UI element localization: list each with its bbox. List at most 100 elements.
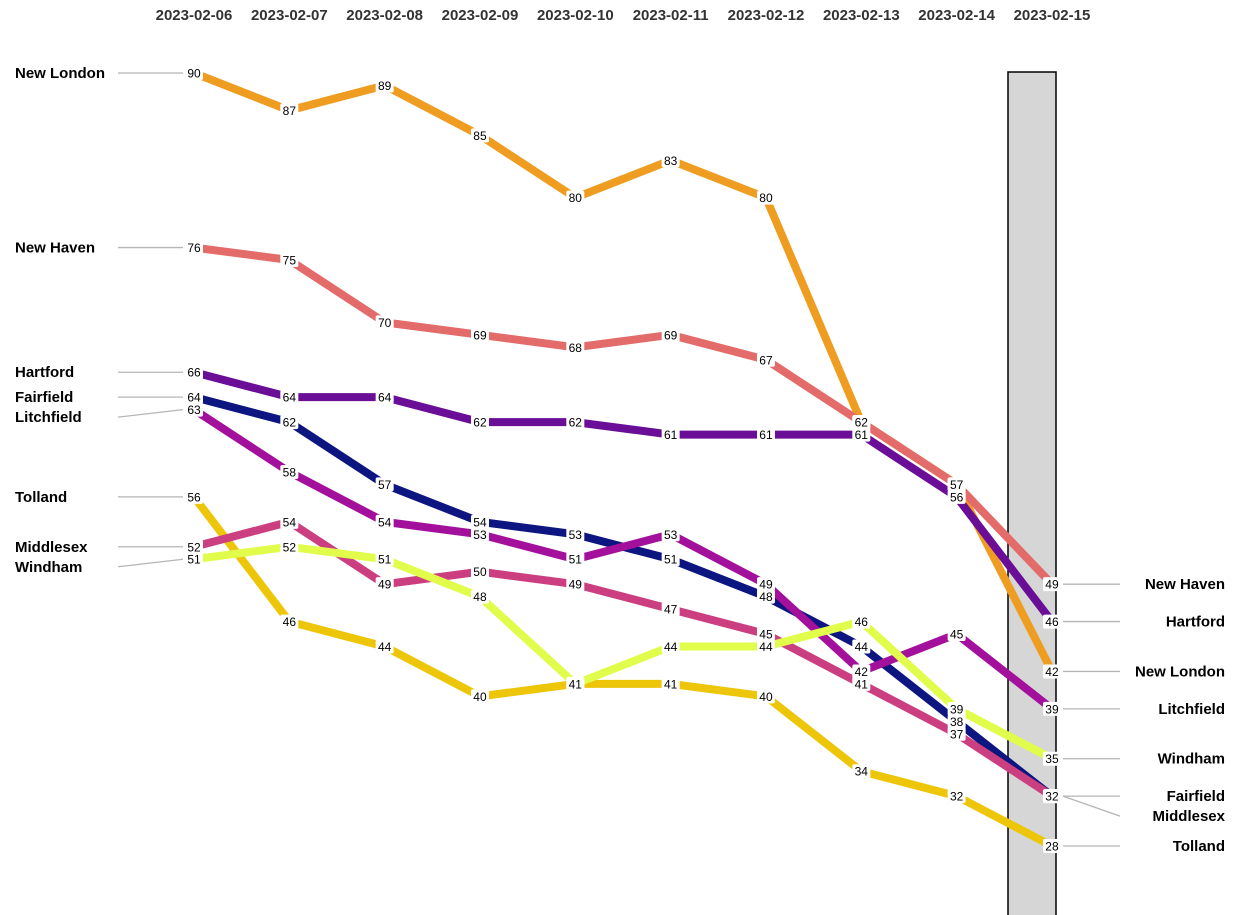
value-label-tolland-6: 40 bbox=[756, 689, 775, 704]
svg-text:44: 44 bbox=[378, 640, 392, 654]
value-label-litchfield-5: 53 bbox=[661, 527, 680, 542]
value-label-litchfield-8: 45 bbox=[947, 627, 966, 642]
svg-text:68: 68 bbox=[569, 341, 583, 355]
value-label-middlesex-9: 32 bbox=[1042, 789, 1061, 804]
svg-text:61: 61 bbox=[664, 428, 678, 442]
series-line-litchfield bbox=[191, 406, 1055, 713]
value-label-new-haven-0: 76 bbox=[185, 240, 203, 255]
value-label-litchfield-9: 39 bbox=[1042, 701, 1061, 716]
highlight-band bbox=[1007, 71, 1057, 915]
svg-text:40: 40 bbox=[759, 690, 773, 704]
svg-text:87: 87 bbox=[283, 104, 297, 118]
value-label-hartford-4: 62 bbox=[566, 415, 585, 430]
svg-text:63: 63 bbox=[187, 403, 201, 417]
svg-text:80: 80 bbox=[569, 191, 583, 205]
svg-text:64: 64 bbox=[283, 391, 297, 405]
svg-text:50: 50 bbox=[473, 565, 487, 579]
value-label-tolland-7: 34 bbox=[852, 764, 871, 779]
svg-text:64: 64 bbox=[187, 391, 201, 405]
svg-text:42: 42 bbox=[1045, 665, 1059, 679]
value-label-hartford-6: 61 bbox=[756, 427, 775, 442]
svg-text:58: 58 bbox=[283, 465, 297, 479]
value-label-fairfield-8: 38 bbox=[947, 714, 966, 729]
value-label-new-london-0: 90 bbox=[185, 66, 203, 81]
svg-text:51: 51 bbox=[664, 553, 678, 567]
svg-text:83: 83 bbox=[664, 154, 678, 168]
svg-text:89: 89 bbox=[378, 79, 392, 93]
svg-text:48: 48 bbox=[759, 590, 773, 604]
svg-text:67: 67 bbox=[759, 353, 773, 367]
series-label-right-new-london: New London bbox=[1135, 663, 1225, 680]
value-label-middlesex-2: 49 bbox=[375, 577, 394, 592]
svg-text:53: 53 bbox=[664, 528, 678, 542]
series-label-right-middlesex: Middlesex bbox=[1152, 808, 1225, 825]
value-label-litchfield-7: 42 bbox=[852, 664, 871, 679]
value-label-new-london-9: 42 bbox=[1042, 664, 1061, 679]
value-labels: 90 87 89 85 80 83 80 62 57 42 76 75 70 69 68 69 67 62 57 49… bbox=[185, 66, 1061, 854]
date-label-2023-02-08: 2023-02-08 bbox=[346, 7, 423, 24]
svg-text:49: 49 bbox=[378, 578, 392, 592]
svg-text:41: 41 bbox=[569, 677, 583, 691]
value-label-fairfield-7: 44 bbox=[852, 639, 871, 654]
svg-text:46: 46 bbox=[855, 615, 869, 629]
value-label-new-london-6: 80 bbox=[756, 190, 775, 205]
value-label-litchfield-6: 49 bbox=[756, 577, 775, 592]
value-label-fairfield-6: 48 bbox=[756, 589, 775, 604]
value-label-hartford-1: 64 bbox=[280, 390, 299, 405]
svg-text:45: 45 bbox=[759, 628, 773, 642]
value-label-middlesex-6: 45 bbox=[756, 627, 775, 642]
value-label-hartford-7: 61 bbox=[852, 427, 871, 442]
svg-text:75: 75 bbox=[283, 254, 297, 268]
svg-text:62: 62 bbox=[569, 416, 583, 430]
series-line-new-haven bbox=[193, 243, 1055, 587]
svg-text:32: 32 bbox=[1045, 790, 1059, 804]
svg-text:54: 54 bbox=[283, 515, 297, 529]
value-label-fairfield-3: 54 bbox=[470, 514, 489, 529]
svg-text:49: 49 bbox=[759, 578, 773, 592]
value-label-litchfield-3: 53 bbox=[470, 527, 489, 542]
value-label-new-london-1: 87 bbox=[280, 103, 299, 118]
series-label-left-fairfield: Fairfield bbox=[15, 389, 73, 406]
svg-text:62: 62 bbox=[855, 416, 869, 430]
series-label-left-new-london: New London bbox=[15, 65, 105, 82]
svg-text:64: 64 bbox=[378, 391, 392, 405]
series-label-left-hartford: Hartford bbox=[15, 364, 74, 381]
value-label-middlesex-3: 50 bbox=[470, 564, 489, 579]
value-label-fairfield-5: 51 bbox=[661, 552, 680, 567]
value-label-middlesex-1: 54 bbox=[280, 514, 299, 529]
value-label-litchfield-4: 51 bbox=[566, 552, 585, 567]
value-label-tolland-3: 40 bbox=[470, 689, 489, 704]
svg-text:69: 69 bbox=[473, 328, 487, 342]
value-label-windham-4: 41 bbox=[566, 676, 585, 691]
value-label-hartford-9: 46 bbox=[1042, 614, 1061, 629]
svg-text:48: 48 bbox=[473, 590, 487, 604]
svg-text:90: 90 bbox=[187, 67, 201, 81]
series-line-tolland bbox=[190, 494, 1054, 850]
value-label-new-haven-3: 69 bbox=[470, 327, 489, 342]
series-line-new-london bbox=[192, 69, 1056, 674]
svg-text:42: 42 bbox=[855, 665, 869, 679]
value-label-middlesex-8: 37 bbox=[947, 726, 966, 741]
value-label-tolland-1: 46 bbox=[280, 614, 299, 629]
svg-text:66: 66 bbox=[187, 366, 201, 380]
series-label-left-litchfield: Litchfield bbox=[15, 409, 82, 426]
value-label-windham-9: 35 bbox=[1042, 751, 1061, 766]
svg-text:35: 35 bbox=[1045, 752, 1059, 766]
svg-text:46: 46 bbox=[1045, 615, 1059, 629]
series-label-left-new-haven: New Haven bbox=[15, 240, 95, 257]
value-label-windham-1: 52 bbox=[280, 539, 299, 554]
series-label-left-middlesex: Middlesex bbox=[15, 539, 88, 556]
svg-text:44: 44 bbox=[759, 640, 773, 654]
value-label-new-london-5: 83 bbox=[661, 153, 680, 168]
svg-text:51: 51 bbox=[569, 553, 583, 567]
value-label-litchfield-0: 63 bbox=[185, 402, 203, 417]
series-name-labels: New London New Haven Hartford Fairfield Litc… bbox=[15, 65, 1226, 855]
series-label-right-hartford: Hartford bbox=[1166, 614, 1225, 631]
svg-text:51: 51 bbox=[378, 553, 392, 567]
date-label-2023-02-10: 2023-02-10 bbox=[537, 7, 614, 24]
svg-text:62: 62 bbox=[283, 416, 297, 430]
value-label-new-haven-4: 68 bbox=[566, 340, 585, 355]
date-label-2023-02-11: 2023-02-11 bbox=[633, 7, 709, 24]
svg-text:46: 46 bbox=[283, 615, 297, 629]
